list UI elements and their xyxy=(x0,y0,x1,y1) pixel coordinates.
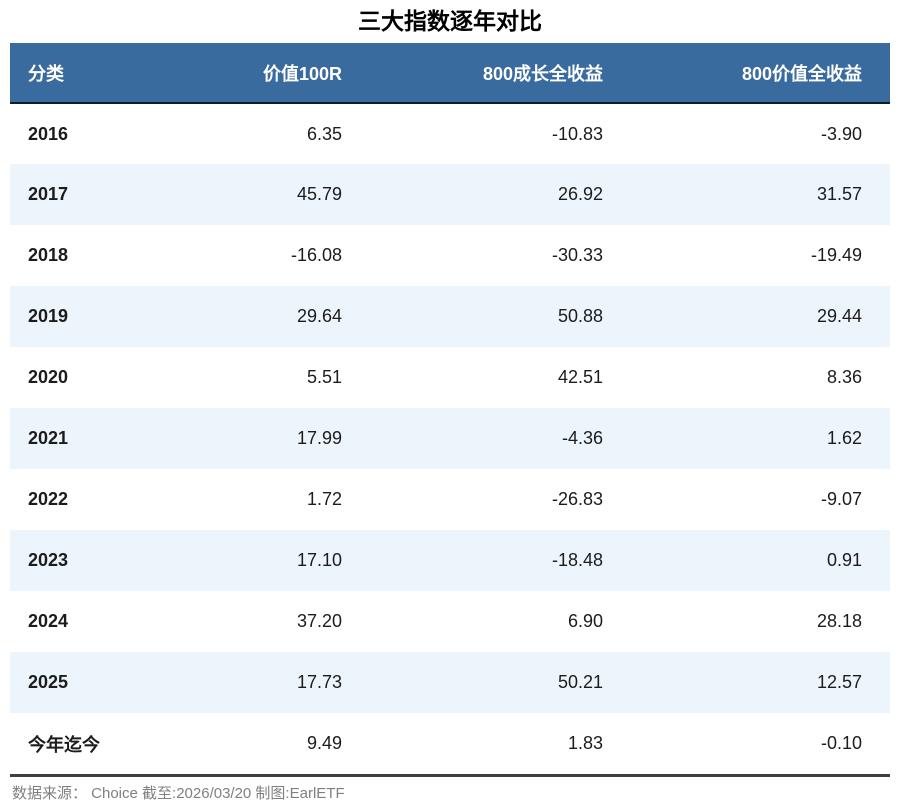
table-row: 2022 1.72 -26.83 -9.07 xyxy=(10,469,890,530)
row-value: 0.91 xyxy=(631,530,890,591)
row-value: 6.35 xyxy=(185,103,370,164)
table-row: 2024 37.20 6.90 28.18 xyxy=(10,591,890,652)
row-value: 50.21 xyxy=(370,652,631,713)
table-row: 2020 5.51 42.51 8.36 xyxy=(10,347,890,408)
row-value: 9.49 xyxy=(185,713,370,774)
row-value: 45.79 xyxy=(185,164,370,225)
row-value: 28.18 xyxy=(631,591,890,652)
row-value: -19.49 xyxy=(631,225,890,286)
row-value: 12.57 xyxy=(631,652,890,713)
data-table: 分类 价值100R 800成长全收益 800价值全收益 2016 6.35 -1… xyxy=(10,43,890,774)
row-label: 2023 xyxy=(10,530,185,591)
table-row: 2016 6.35 -10.83 -3.90 xyxy=(10,103,890,164)
row-label: 2018 xyxy=(10,225,185,286)
table-body: 2016 6.35 -10.83 -3.90 2017 45.79 26.92 … xyxy=(10,103,890,774)
row-value: 6.90 xyxy=(370,591,631,652)
row-value: 29.44 xyxy=(631,286,890,347)
table-row: 2017 45.79 26.92 31.57 xyxy=(10,164,890,225)
footer-source: 数据来源： Choice 截至:2026/03/20 制图:EarlETF xyxy=(12,785,345,802)
row-label: 2021 xyxy=(10,408,185,469)
row-value: -30.33 xyxy=(370,225,631,286)
row-value: -18.48 xyxy=(370,530,631,591)
page-title: 三大指数逐年对比 xyxy=(358,8,542,34)
header-cell-800value: 800价值全收益 xyxy=(631,43,890,104)
table-row: 2018 -16.08 -30.33 -19.49 xyxy=(10,225,890,286)
header-cell-800growth: 800成长全收益 xyxy=(370,43,631,104)
row-value: 31.57 xyxy=(631,164,890,225)
row-value: -9.07 xyxy=(631,469,890,530)
row-label: 2025 xyxy=(10,652,185,713)
row-value: 26.92 xyxy=(370,164,631,225)
row-value: 1.72 xyxy=(185,469,370,530)
row-value: 37.20 xyxy=(185,591,370,652)
row-label: 2022 xyxy=(10,469,185,530)
table-header-row: 分类 价值100R 800成长全收益 800价值全收益 xyxy=(10,43,890,104)
header-cell-category: 分类 xyxy=(10,43,185,104)
row-value: -26.83 xyxy=(370,469,631,530)
row-value: 42.51 xyxy=(370,347,631,408)
footer-divider: 数据来源： Choice 截至:2026/03/20 制图:EarlETF xyxy=(10,774,890,803)
row-value: 29.64 xyxy=(185,286,370,347)
header-cell-value100r: 价值100R xyxy=(185,43,370,104)
table-row: 今年迄今 9.49 1.83 -0.10 xyxy=(10,713,890,774)
row-value: 8.36 xyxy=(631,347,890,408)
row-value: 50.88 xyxy=(370,286,631,347)
row-value: -3.90 xyxy=(631,103,890,164)
table-row: 2021 17.99 -4.36 1.62 xyxy=(10,408,890,469)
row-value: 17.99 xyxy=(185,408,370,469)
table-row: 2019 29.64 50.88 29.44 xyxy=(10,286,890,347)
table-row: 2025 17.73 50.21 12.57 xyxy=(10,652,890,713)
row-label: 2019 xyxy=(10,286,185,347)
row-label: 今年迄今 xyxy=(10,713,185,774)
row-label: 2016 xyxy=(10,103,185,164)
row-value: 1.83 xyxy=(370,713,631,774)
row-value: -0.10 xyxy=(631,713,890,774)
row-value: 1.62 xyxy=(631,408,890,469)
row-value: -10.83 xyxy=(370,103,631,164)
table-row: 2023 17.10 -18.48 0.91 xyxy=(10,530,890,591)
row-value: 5.51 xyxy=(185,347,370,408)
row-label: 2017 xyxy=(10,164,185,225)
row-value: -16.08 xyxy=(185,225,370,286)
row-value: 17.73 xyxy=(185,652,370,713)
row-value: -4.36 xyxy=(370,408,631,469)
row-label: 2024 xyxy=(10,591,185,652)
row-value: 17.10 xyxy=(185,530,370,591)
row-label: 2020 xyxy=(10,347,185,408)
